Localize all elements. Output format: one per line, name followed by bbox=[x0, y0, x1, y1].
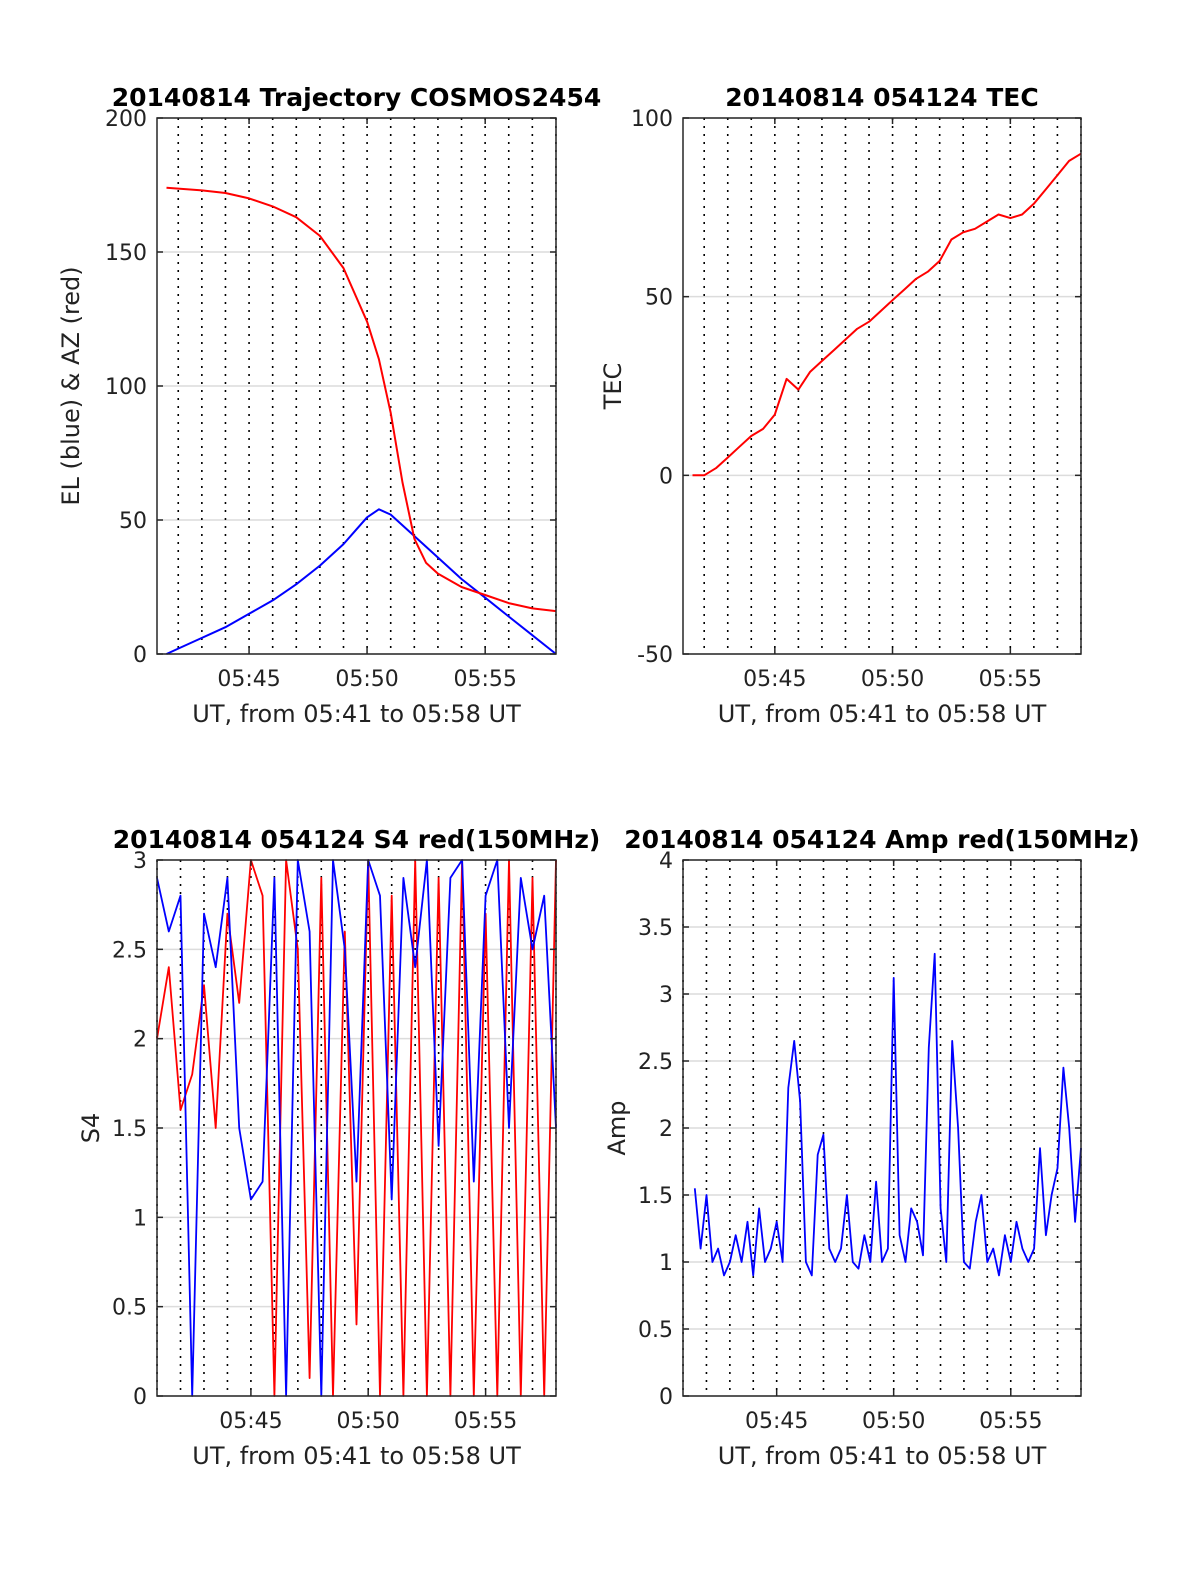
x-tick-label: 05:55 bbox=[979, 1409, 1042, 1434]
x-axis-label: UT, from 05:41 to 05:58 UT bbox=[718, 700, 1047, 728]
x-tick-label: 05:45 bbox=[745, 1409, 808, 1434]
chart-title: 20140814 054124 Amp red(150MHz) bbox=[624, 825, 1140, 854]
axes-box bbox=[682, 117, 1082, 655]
x-tick-label: 05:45 bbox=[217, 667, 280, 692]
x-axis-label: UT, from 05:41 to 05:58 UT bbox=[192, 700, 521, 728]
x-tick-label: 05:50 bbox=[336, 1409, 399, 1434]
chart-title: 20140814 054124 TEC bbox=[725, 83, 1038, 112]
x-tick-label: 05:50 bbox=[335, 667, 398, 692]
x-tick-label: 05:45 bbox=[743, 667, 806, 692]
y-tick-label: 1.5 bbox=[638, 1184, 673, 1209]
y-axis-label: S4 bbox=[77, 1113, 105, 1144]
y-tick-label: 0 bbox=[133, 643, 147, 668]
x-tick-label: 05:55 bbox=[454, 1409, 517, 1434]
y-tick-label: 200 bbox=[105, 107, 147, 132]
x-tick-label: 05:55 bbox=[453, 667, 516, 692]
y-tick-label: 3 bbox=[133, 849, 147, 874]
y-axis-label: Amp bbox=[603, 1100, 631, 1155]
y-tick-label: 0.5 bbox=[638, 1318, 673, 1343]
y-tick-label: 150 bbox=[105, 241, 147, 266]
series-line-1 bbox=[693, 952, 1082, 1277]
chart-title: 20140814 Trajectory COSMOS2454 bbox=[112, 83, 602, 112]
y-tick-label: 0 bbox=[659, 464, 673, 489]
x-tick-label: 05:45 bbox=[219, 1409, 282, 1434]
series-line-2 bbox=[156, 859, 557, 1397]
y-tick-label: 0.5 bbox=[112, 1296, 147, 1321]
x-tick-label: 05:50 bbox=[862, 1409, 925, 1434]
y-tick-label: 3.5 bbox=[638, 916, 673, 941]
series-line-1 bbox=[692, 152, 1082, 477]
y-tick-label: 1.5 bbox=[112, 1117, 147, 1142]
y-tick-label: 0 bbox=[133, 1385, 147, 1410]
y-tick-label: 1 bbox=[659, 1251, 673, 1276]
plot-area bbox=[683, 118, 1081, 654]
chart-1: 0 50 100 150 200 05:45 05:50 05:55 20140814 Traj… bbox=[57, 83, 601, 728]
y-tick-label: 2.5 bbox=[112, 938, 147, 963]
y-tick-label: 50 bbox=[119, 509, 147, 534]
chart-2: -50 0 50 100 05:45 05:50 05:55 20140814 054124 … bbox=[599, 83, 1082, 728]
x-tick-label: 05:55 bbox=[979, 667, 1042, 692]
y-axis-label: TEC bbox=[599, 363, 627, 411]
y-tick-label: 0 bbox=[659, 1385, 673, 1410]
chart-4: 0 0.5 1 1.5 2 2.5 3 3.5 4 05:45 05:50 05:55 20140814… bbox=[603, 825, 1140, 1470]
y-tick-label: 2 bbox=[133, 1028, 147, 1053]
y-tick-label: 3 bbox=[659, 983, 673, 1008]
y-tick-label: 100 bbox=[105, 375, 147, 400]
y-tick-label: 2 bbox=[659, 1117, 673, 1142]
x-tick-label: 05:50 bbox=[861, 667, 924, 692]
y-axis-label: EL (blue) & AZ (red) bbox=[57, 266, 85, 505]
x-axis-label: UT, from 05:41 to 05:58 UT bbox=[718, 1442, 1047, 1470]
series-line-2 bbox=[166, 186, 557, 613]
y-tick-label: 2.5 bbox=[638, 1050, 673, 1075]
x-axis-label: UT, from 05:41 to 05:58 UT bbox=[192, 1442, 521, 1470]
chart-title: 20140814 054124 S4 red(150MHz) bbox=[113, 825, 601, 854]
y-tick-label: 4 bbox=[659, 849, 673, 874]
series-line-1 bbox=[156, 859, 557, 1397]
y-tick-label: 1 bbox=[133, 1206, 147, 1231]
y-tick-label: 100 bbox=[631, 107, 673, 132]
chart-3: 0 0.5 1 1.5 2 2.5 3 05:45 05:50 05:55 20140814 054… bbox=[77, 825, 600, 1470]
y-tick-label: -50 bbox=[637, 643, 673, 668]
y-tick-label: 50 bbox=[645, 286, 673, 311]
